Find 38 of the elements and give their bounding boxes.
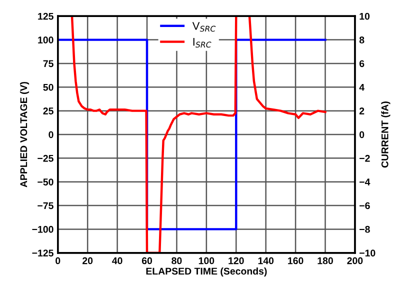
y2-tick-label: −10 (360, 250, 376, 256)
x-axis-title: ELAPSED TIME (Seconds) (146, 267, 267, 277)
y-tick-label: 75 (43, 60, 54, 68)
y2-tick-label: 0 (360, 131, 364, 138)
y2-tick-label: 6 (359, 60, 364, 68)
y-tick-label: 0 (48, 131, 54, 138)
x-tick-label: 80 (172, 257, 182, 264)
x-tick-label: 20 (82, 257, 93, 264)
y2-tick-label: 2 (359, 108, 364, 114)
y-tick-label: −125 (32, 250, 54, 256)
x-tick-label: 40 (112, 257, 122, 264)
x-tick-label: 180 (318, 257, 333, 264)
y-tick-label: −50 (38, 178, 54, 186)
x-tick-label: 60 (142, 257, 152, 264)
y2-tick-label: 8 (359, 36, 364, 44)
y-tick-label: −75 (38, 202, 54, 210)
y2-tick-label: −4 (360, 178, 370, 186)
y2-tick-label: 4 (359, 84, 364, 91)
y2-tick-label: −8 (360, 226, 370, 233)
y-axis-title: APPLIED VOLTAGE (V) (20, 82, 30, 188)
x-tick-label: 120 (228, 257, 244, 264)
x-tick-label: 100 (198, 257, 214, 264)
y-tick-label: 125 (38, 12, 54, 20)
y2-tick-label: −6 (360, 202, 370, 210)
x-tick-label: 140 (258, 257, 274, 264)
y-tick-label: 50 (43, 84, 54, 91)
x-tick-label: 0 (56, 257, 60, 264)
x-tick-label: 160 (288, 257, 304, 264)
y-tick-label: −100 (32, 226, 54, 233)
y-tick-label: −25 (38, 154, 54, 162)
y-tick-label: 25 (43, 108, 54, 114)
legend-label: V$_{SRC}$ (192, 22, 216, 32)
x-tick-label: 200 (347, 257, 363, 264)
y-tick-label: 100 (38, 36, 54, 44)
y2-axis-title: CURRENT (fA) (381, 101, 390, 168)
legend-label: I$_{SRC}$ (193, 38, 212, 48)
y2-tick-label: −2 (360, 154, 370, 162)
y2-tick-label: 10 (360, 12, 370, 20)
